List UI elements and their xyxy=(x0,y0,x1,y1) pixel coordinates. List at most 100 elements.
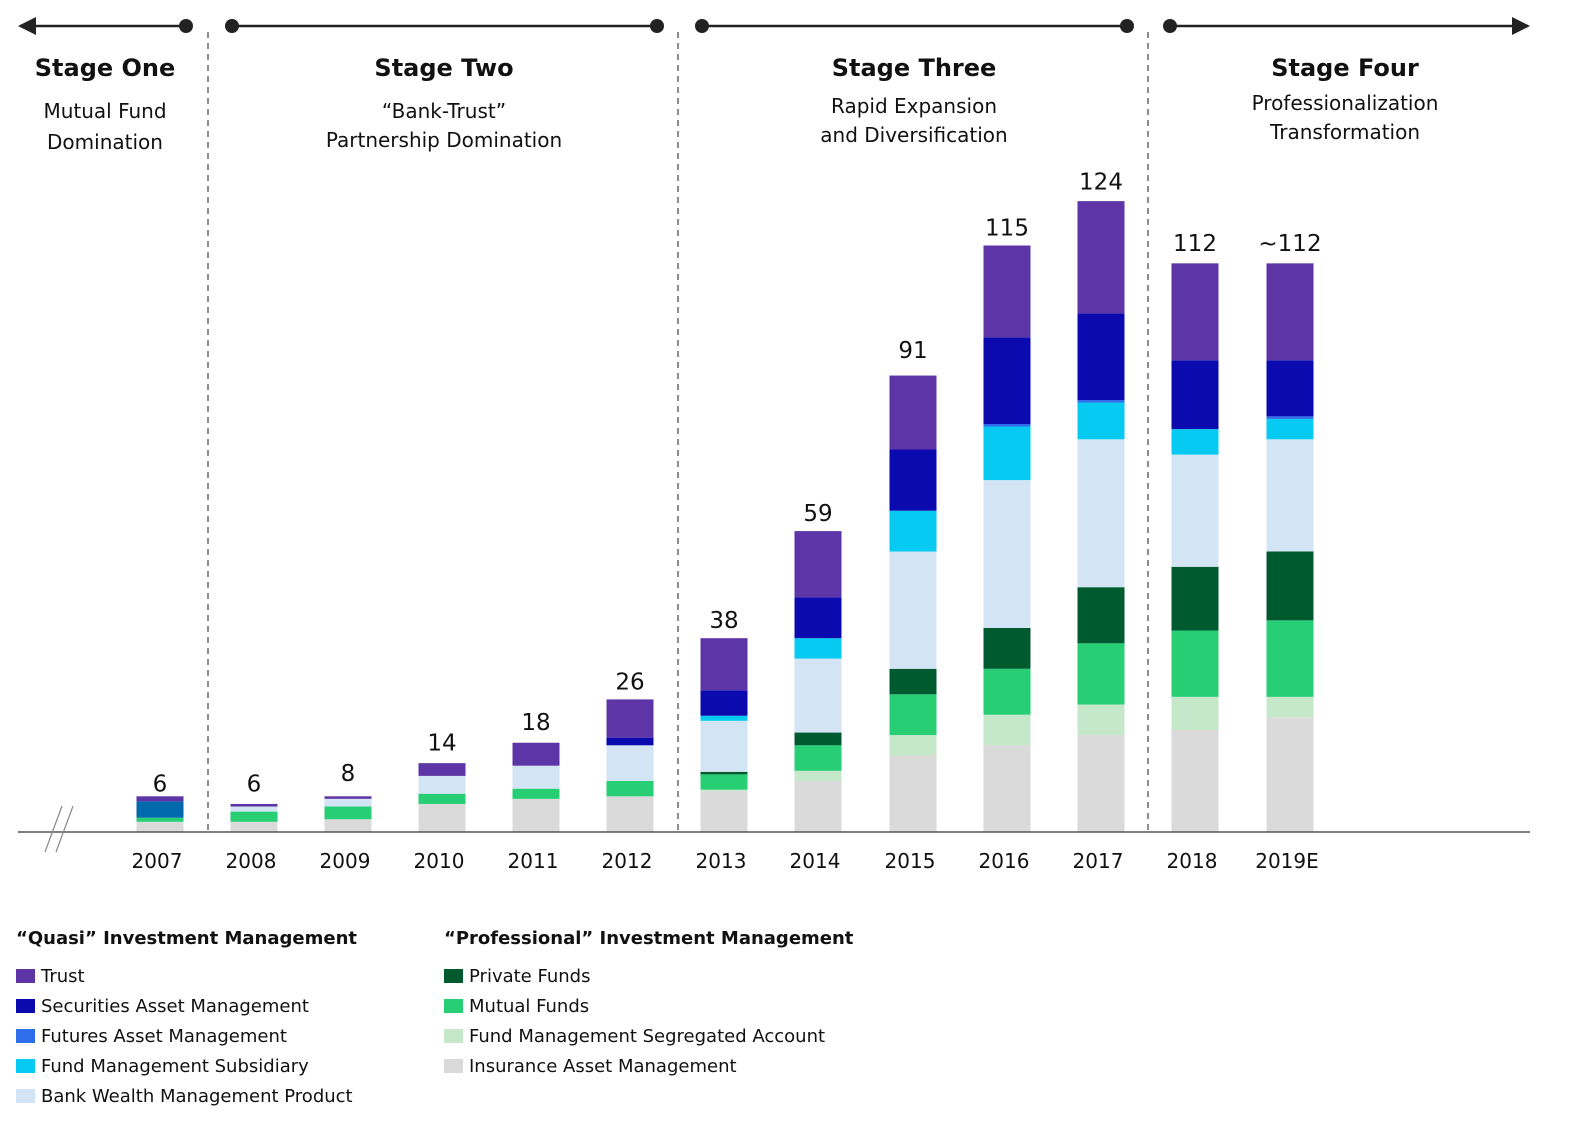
stage-title: Stage Four xyxy=(1271,54,1419,82)
bar-segment xyxy=(889,755,937,832)
arrow-left-icon xyxy=(18,17,36,35)
bar-segment xyxy=(1266,551,1314,621)
legend-item: Fund Management Segregated Account xyxy=(444,1021,853,1051)
bar-segment xyxy=(1266,620,1314,697)
timeline-dot xyxy=(179,19,193,33)
legend-item: Bank Wealth Management Product xyxy=(16,1081,357,1111)
x-tick-label: 2013 xyxy=(696,849,747,873)
bar-segment xyxy=(983,668,1031,715)
bar-segment xyxy=(700,791,748,832)
bar-segment xyxy=(324,806,372,820)
legend-title-quasi: “Quasi” Investment Management xyxy=(16,928,357,949)
bar-segment xyxy=(1266,263,1314,361)
bar-segment xyxy=(889,735,937,756)
bar-segment xyxy=(794,745,842,771)
bar-segment xyxy=(889,668,937,695)
bar-segment xyxy=(700,715,748,721)
arrow-right-icon xyxy=(1512,17,1530,35)
legend-title-professional: “Professional” Investment Management xyxy=(444,928,854,949)
bar-segment xyxy=(606,745,654,781)
bar-segment xyxy=(1171,566,1219,631)
bar-segment xyxy=(1077,402,1125,440)
legend-label: Mutual Funds xyxy=(469,995,590,1017)
total-label: 112 xyxy=(1173,231,1217,257)
timeline-dot xyxy=(695,19,709,33)
bar-segment xyxy=(512,765,560,789)
bar-segment xyxy=(983,480,1031,628)
legend-item: Private Funds xyxy=(444,961,853,991)
bar-segment xyxy=(700,774,748,790)
stage-subtitle: and Diversification xyxy=(820,123,1007,147)
x-tick-label: 2019E xyxy=(1255,849,1319,873)
bar-segment xyxy=(606,699,654,738)
stage-subtitle: Mutual Fund xyxy=(43,99,166,123)
total-label: 6 xyxy=(153,771,168,797)
bar-segment xyxy=(606,737,654,746)
legend-item: Fund Management Subsidiary xyxy=(16,1051,357,1081)
bar-segment xyxy=(418,763,466,776)
legend-swatch xyxy=(16,1059,35,1073)
bar-segment xyxy=(1171,429,1219,455)
bar-segment xyxy=(889,510,937,552)
legend-label: Securities Asset Management xyxy=(41,995,309,1017)
stage-subtitle: Professionalization xyxy=(1252,91,1439,115)
bar-segment xyxy=(136,801,184,818)
legend-label: Fund Management Subsidiary xyxy=(41,1055,309,1077)
bar-segment xyxy=(1171,730,1219,832)
bar-segment xyxy=(1077,704,1125,736)
bar-segment xyxy=(983,426,1031,481)
bar-segment xyxy=(512,742,560,766)
bar-segment xyxy=(136,821,184,832)
axis-break-mark xyxy=(55,805,74,853)
legend-item: Insurance Asset Management xyxy=(444,1051,853,1081)
legend-swatch xyxy=(16,999,35,1013)
x-tick-label: 2015 xyxy=(885,849,936,873)
bar-segment xyxy=(700,789,748,792)
bar-segment xyxy=(230,821,278,832)
stage-title: Stage Two xyxy=(374,54,513,82)
bar-segment xyxy=(889,694,937,736)
timeline-dot xyxy=(650,19,664,33)
bar-segment xyxy=(230,811,278,822)
bar-segment xyxy=(1077,313,1125,401)
bar-segment xyxy=(794,732,842,746)
legend-item: Mutual Funds xyxy=(444,991,853,1021)
x-tick-label: 2010 xyxy=(414,849,465,873)
stage-subtitle: Domination xyxy=(47,130,163,154)
timeline-dot xyxy=(225,19,239,33)
bar-segment xyxy=(700,690,748,716)
legend-swatch xyxy=(16,969,35,983)
bar-segment xyxy=(794,770,842,781)
bar-segment xyxy=(1077,643,1125,705)
bar-segment xyxy=(983,424,1031,427)
total-label: 6 xyxy=(247,771,262,797)
bar-segment xyxy=(700,771,748,775)
bar-segment xyxy=(700,638,748,691)
bar-segment xyxy=(230,806,278,812)
bar-segment xyxy=(1266,416,1314,419)
legend-label: Insurance Asset Management xyxy=(469,1055,737,1077)
bar-segment xyxy=(1266,439,1314,552)
bar-segment xyxy=(889,551,937,669)
total-label: 14 xyxy=(427,731,456,757)
total-label: 124 xyxy=(1079,170,1123,196)
x-tick-label: 2017 xyxy=(1073,849,1124,873)
legend-swatch xyxy=(444,1029,463,1043)
total-label: 59 xyxy=(803,501,832,527)
bar-segment xyxy=(983,714,1031,746)
legend-item: Securities Asset Management xyxy=(16,991,357,1021)
total-label: 18 xyxy=(521,710,550,736)
axis-break-mark xyxy=(44,805,63,853)
legend-label: Futures Asset Management xyxy=(41,1025,287,1047)
legend-swatch xyxy=(444,999,463,1013)
total-label: 8 xyxy=(341,761,356,787)
stage-subtitle: Rapid Expansion xyxy=(831,94,997,118)
bar-segment xyxy=(1266,717,1314,832)
stage-subtitle: Partnership Domination xyxy=(326,128,562,152)
bar-segment xyxy=(794,597,842,639)
timeline-dot xyxy=(1120,19,1134,33)
bar-segment xyxy=(1077,439,1125,588)
bar-segment xyxy=(794,658,842,733)
bar-segment xyxy=(1171,360,1219,430)
bar-segment xyxy=(889,375,937,450)
